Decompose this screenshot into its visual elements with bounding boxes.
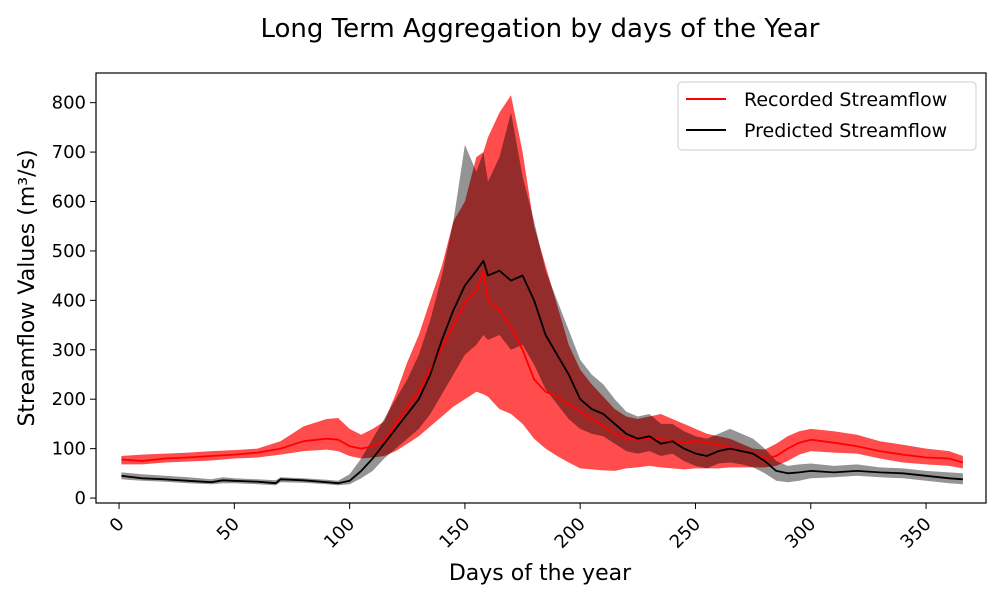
series-band-1: [121, 95, 963, 471]
x-axis-title: Days of the year: [449, 561, 632, 586]
plot-area: [121, 95, 964, 486]
y-tick-label: 0: [75, 488, 86, 509]
series-line-1: [121, 269, 964, 464]
series-band-2: [121, 112, 963, 486]
plot-frame: [95, 72, 987, 504]
y-tick-label: 100: [52, 439, 86, 460]
y-tick-label: 700: [52, 142, 86, 163]
series-line-2: [121, 259, 963, 485]
y-tick-label: 500: [52, 241, 86, 262]
chart-title: Long Term Aggregation by days of the Yea…: [261, 14, 820, 44]
legend: Recorded Streamflow Predicted Streamflow: [677, 81, 977, 151]
legend-label-2: Predicted Streamflow: [744, 120, 947, 142]
legend-label-1: Recorded Streamflow: [744, 89, 947, 111]
y-tick-label: 200: [52, 389, 86, 410]
y-axis-title: Streamflow Values (m³/s): [15, 149, 40, 426]
legend-box: [677, 81, 977, 151]
y-tick-label: 800: [52, 93, 86, 114]
y-tick-label: 600: [52, 192, 86, 213]
y-tick-label: 300: [52, 340, 86, 361]
y-tick-label: 400: [52, 290, 86, 311]
